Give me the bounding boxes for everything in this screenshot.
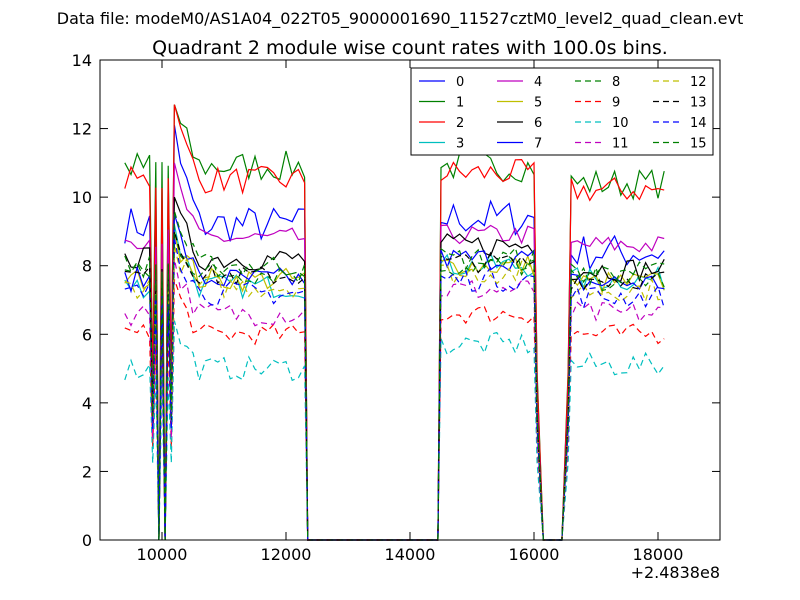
y-tick-label: 12 [72,120,92,139]
legend-label-0: 0 [456,75,464,90]
legend-label-12: 12 [690,75,707,90]
legend-label-8: 8 [612,75,620,90]
legend-label-15: 15 [690,137,707,152]
y-tick-label: 2 [82,462,92,481]
legend-label-4: 4 [534,75,542,90]
x-tick-label: 14000 [385,545,436,564]
legend-label-5: 5 [534,96,542,111]
series-line-7 [124,214,665,541]
x-tick-label: 18000 [633,545,684,564]
series-line-1 [124,104,665,541]
legend-box [410,67,714,156]
y-tick-label: 0 [82,531,92,550]
series-line-13 [124,231,665,541]
series-line-3 [124,224,665,541]
y-tick-label: 8 [82,257,92,276]
series-line-12 [124,244,665,541]
y-tick-label: 4 [82,394,92,413]
legend-label-9: 9 [612,96,620,111]
legend-label-7: 7 [534,137,542,152]
legend-label-1: 1 [456,96,464,111]
series-line-11 [124,258,665,541]
legend-label-3: 3 [456,137,464,152]
legend-label-6: 6 [534,116,542,131]
series-line-14 [124,238,665,541]
series-line-0 [124,125,665,541]
chart-title: Quadrant 2 module wise count rates with … [152,37,668,59]
series-line-2 [124,104,665,541]
series-line-9 [124,279,665,541]
series-line-6 [124,196,665,541]
x-tick-label: 16000 [509,545,560,564]
plot-lines [124,104,665,541]
chart-suptitle: Data file: modeM0/AS1A04_022T05_90000016… [57,9,743,29]
series-line-4 [124,162,665,541]
series-line-15 [124,210,665,541]
y-tick-label: 14 [72,51,92,70]
legend-label-10: 10 [612,116,629,131]
series-line-10 [124,320,665,541]
legend-label-11: 11 [612,137,629,152]
legend-label-13: 13 [690,96,707,111]
legend-label-2: 2 [456,116,464,131]
x-tick-label: 10000 [137,545,188,564]
y-tick-label: 10 [72,188,92,207]
y-tick-label: 6 [82,325,92,344]
legend-label-14: 14 [690,116,707,131]
x-tick-label: 12000 [261,545,312,564]
x-offset-label: +2.4838e8 [631,563,720,582]
